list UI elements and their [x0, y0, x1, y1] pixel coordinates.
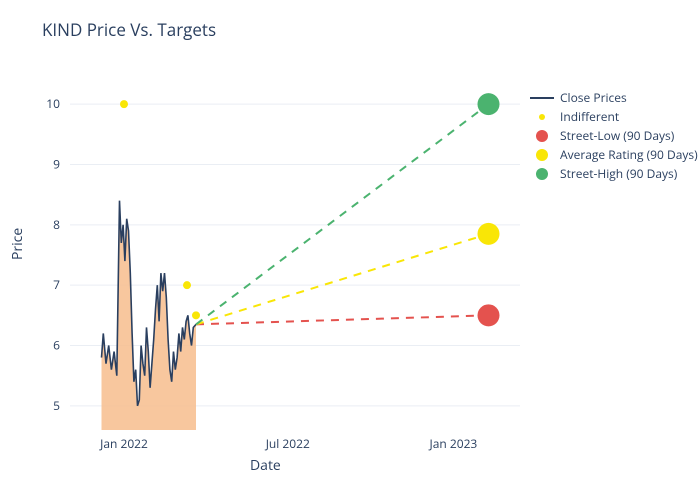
legend-item[interactable]: Indifferent — [530, 107, 698, 126]
x-tick-label: Jan 2022 — [99, 435, 148, 452]
street_high-marker — [478, 93, 500, 115]
y-tick-label: 5 — [53, 397, 60, 414]
indifferent-dot — [192, 311, 200, 319]
y-tick-label: 6 — [53, 337, 60, 354]
indifferent-dot — [120, 100, 128, 108]
legend-item[interactable]: Average Rating (90 Days) — [530, 145, 698, 164]
street_low-line — [196, 315, 489, 324]
x-tick-label: Jul 2022 — [265, 435, 310, 452]
close-prices-area — [102, 201, 197, 430]
legend-line-swatch — [530, 97, 554, 99]
legend-label: Street-Low (90 Days) — [560, 127, 674, 144]
average_rating-line — [196, 234, 489, 325]
legend: Close Prices Indifferent Street-Low (90 Da… — [530, 88, 698, 183]
legend-item[interactable]: Close Prices — [530, 88, 698, 107]
y-tick-label: 7 — [53, 276, 60, 293]
legend-dot-swatch — [530, 114, 554, 120]
legend-label: Street-High (90 Days) — [560, 165, 677, 182]
legend-dot-swatch — [530, 130, 554, 142]
plot-svg: 5 6 7 8 9 10 Jan 2022 Jul 2022 Jan 2023 — [0, 0, 700, 500]
x-tick-label: Jan 2023 — [428, 435, 477, 452]
y-tick-label: 8 — [53, 216, 60, 233]
legend-dot-swatch — [530, 168, 554, 180]
average_rating-marker — [478, 223, 500, 245]
legend-label: Average Rating (90 Days) — [560, 146, 698, 163]
street_low-marker — [478, 304, 500, 326]
legend-item[interactable]: Street-High (90 Days) — [530, 164, 698, 183]
y-tick-label: 10 — [46, 95, 60, 112]
y-tick-label: 9 — [53, 155, 60, 172]
legend-label: Indifferent — [560, 108, 619, 125]
legend-dot-swatch — [530, 149, 554, 161]
legend-item[interactable]: Street-Low (90 Days) — [530, 126, 698, 145]
indifferent-dot — [183, 281, 191, 289]
legend-label: Close Prices — [560, 89, 627, 106]
chart-container: KIND Price Vs. Targets Price Date 567891… — [0, 0, 700, 500]
street_high-line — [196, 104, 489, 324]
